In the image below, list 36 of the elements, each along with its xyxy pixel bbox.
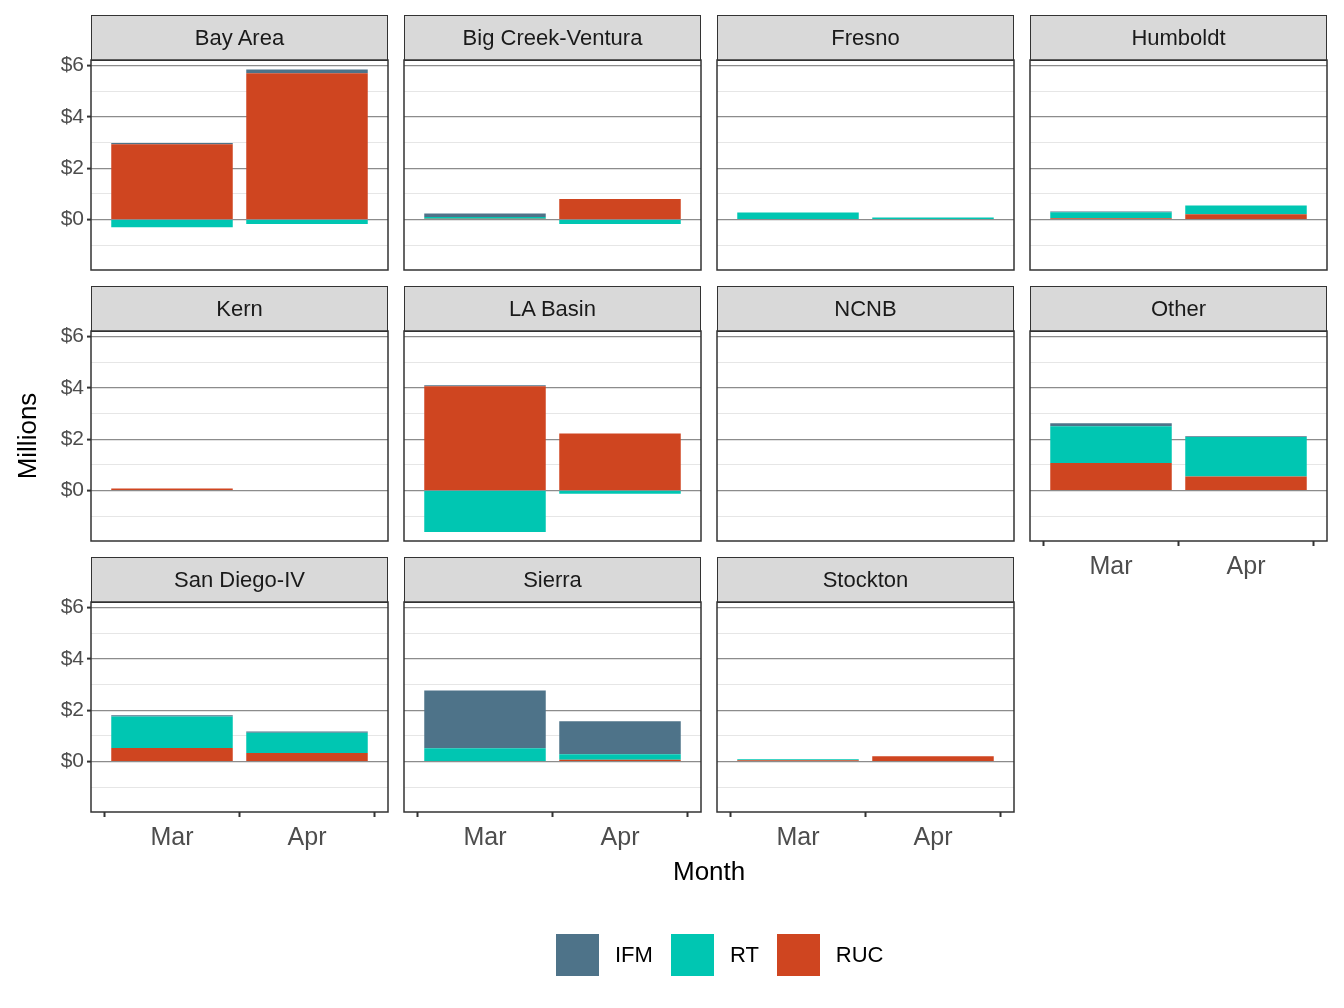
chart-title: Sierra	[404, 557, 701, 603]
x-tick-label: Apr	[287, 821, 327, 850]
y-tick-label: $2	[60, 697, 84, 720]
y-tick-label: $2	[60, 426, 84, 449]
x-tick-label: Mar	[776, 821, 820, 850]
legend-label: IFM	[615, 942, 653, 968]
y-tick-label: $0	[60, 206, 84, 230]
legend-label: RT	[729, 942, 759, 968]
x-tick-label: Apr	[600, 821, 640, 850]
chart-title: Kern	[91, 286, 388, 332]
y-tick-label: $6	[60, 594, 84, 618]
chart-title: Big Creek-Ventura	[404, 15, 701, 61]
y-tick-label: $6	[60, 323, 84, 347]
x-tick-label: Apr	[913, 821, 953, 850]
y-tick-label: $6	[60, 52, 84, 76]
chart-title: NCNB	[717, 286, 1014, 332]
y-tick-label: $4	[60, 103, 85, 127]
chart-title: San Diego-IV	[91, 557, 388, 603]
x-tick-label: Mar	[463, 821, 507, 850]
chart-title: Humboldt	[1030, 15, 1327, 61]
x-tick-label: Mar	[1089, 550, 1133, 579]
chart-title: Fresno	[717, 15, 1014, 61]
y-axis-title: Millions	[11, 392, 42, 480]
x-tick-label: Apr	[1226, 550, 1266, 579]
y-tick-label: $0	[60, 748, 84, 772]
chart-title: Bay Area	[91, 15, 388, 61]
y-tick-label: $2	[60, 155, 84, 178]
y-tick-label: $0	[60, 477, 84, 501]
chart-title: LA Basin	[404, 286, 701, 332]
x-tick-label: Mar	[150, 821, 194, 850]
y-tick-label: $4	[60, 374, 85, 398]
y-tick-label: $4	[60, 645, 85, 669]
chart-title: Stockton	[717, 557, 1014, 603]
chart-title: Other	[1030, 286, 1327, 332]
x-axis-title: Month	[673, 856, 746, 886]
legend-label: RUC	[835, 942, 884, 968]
